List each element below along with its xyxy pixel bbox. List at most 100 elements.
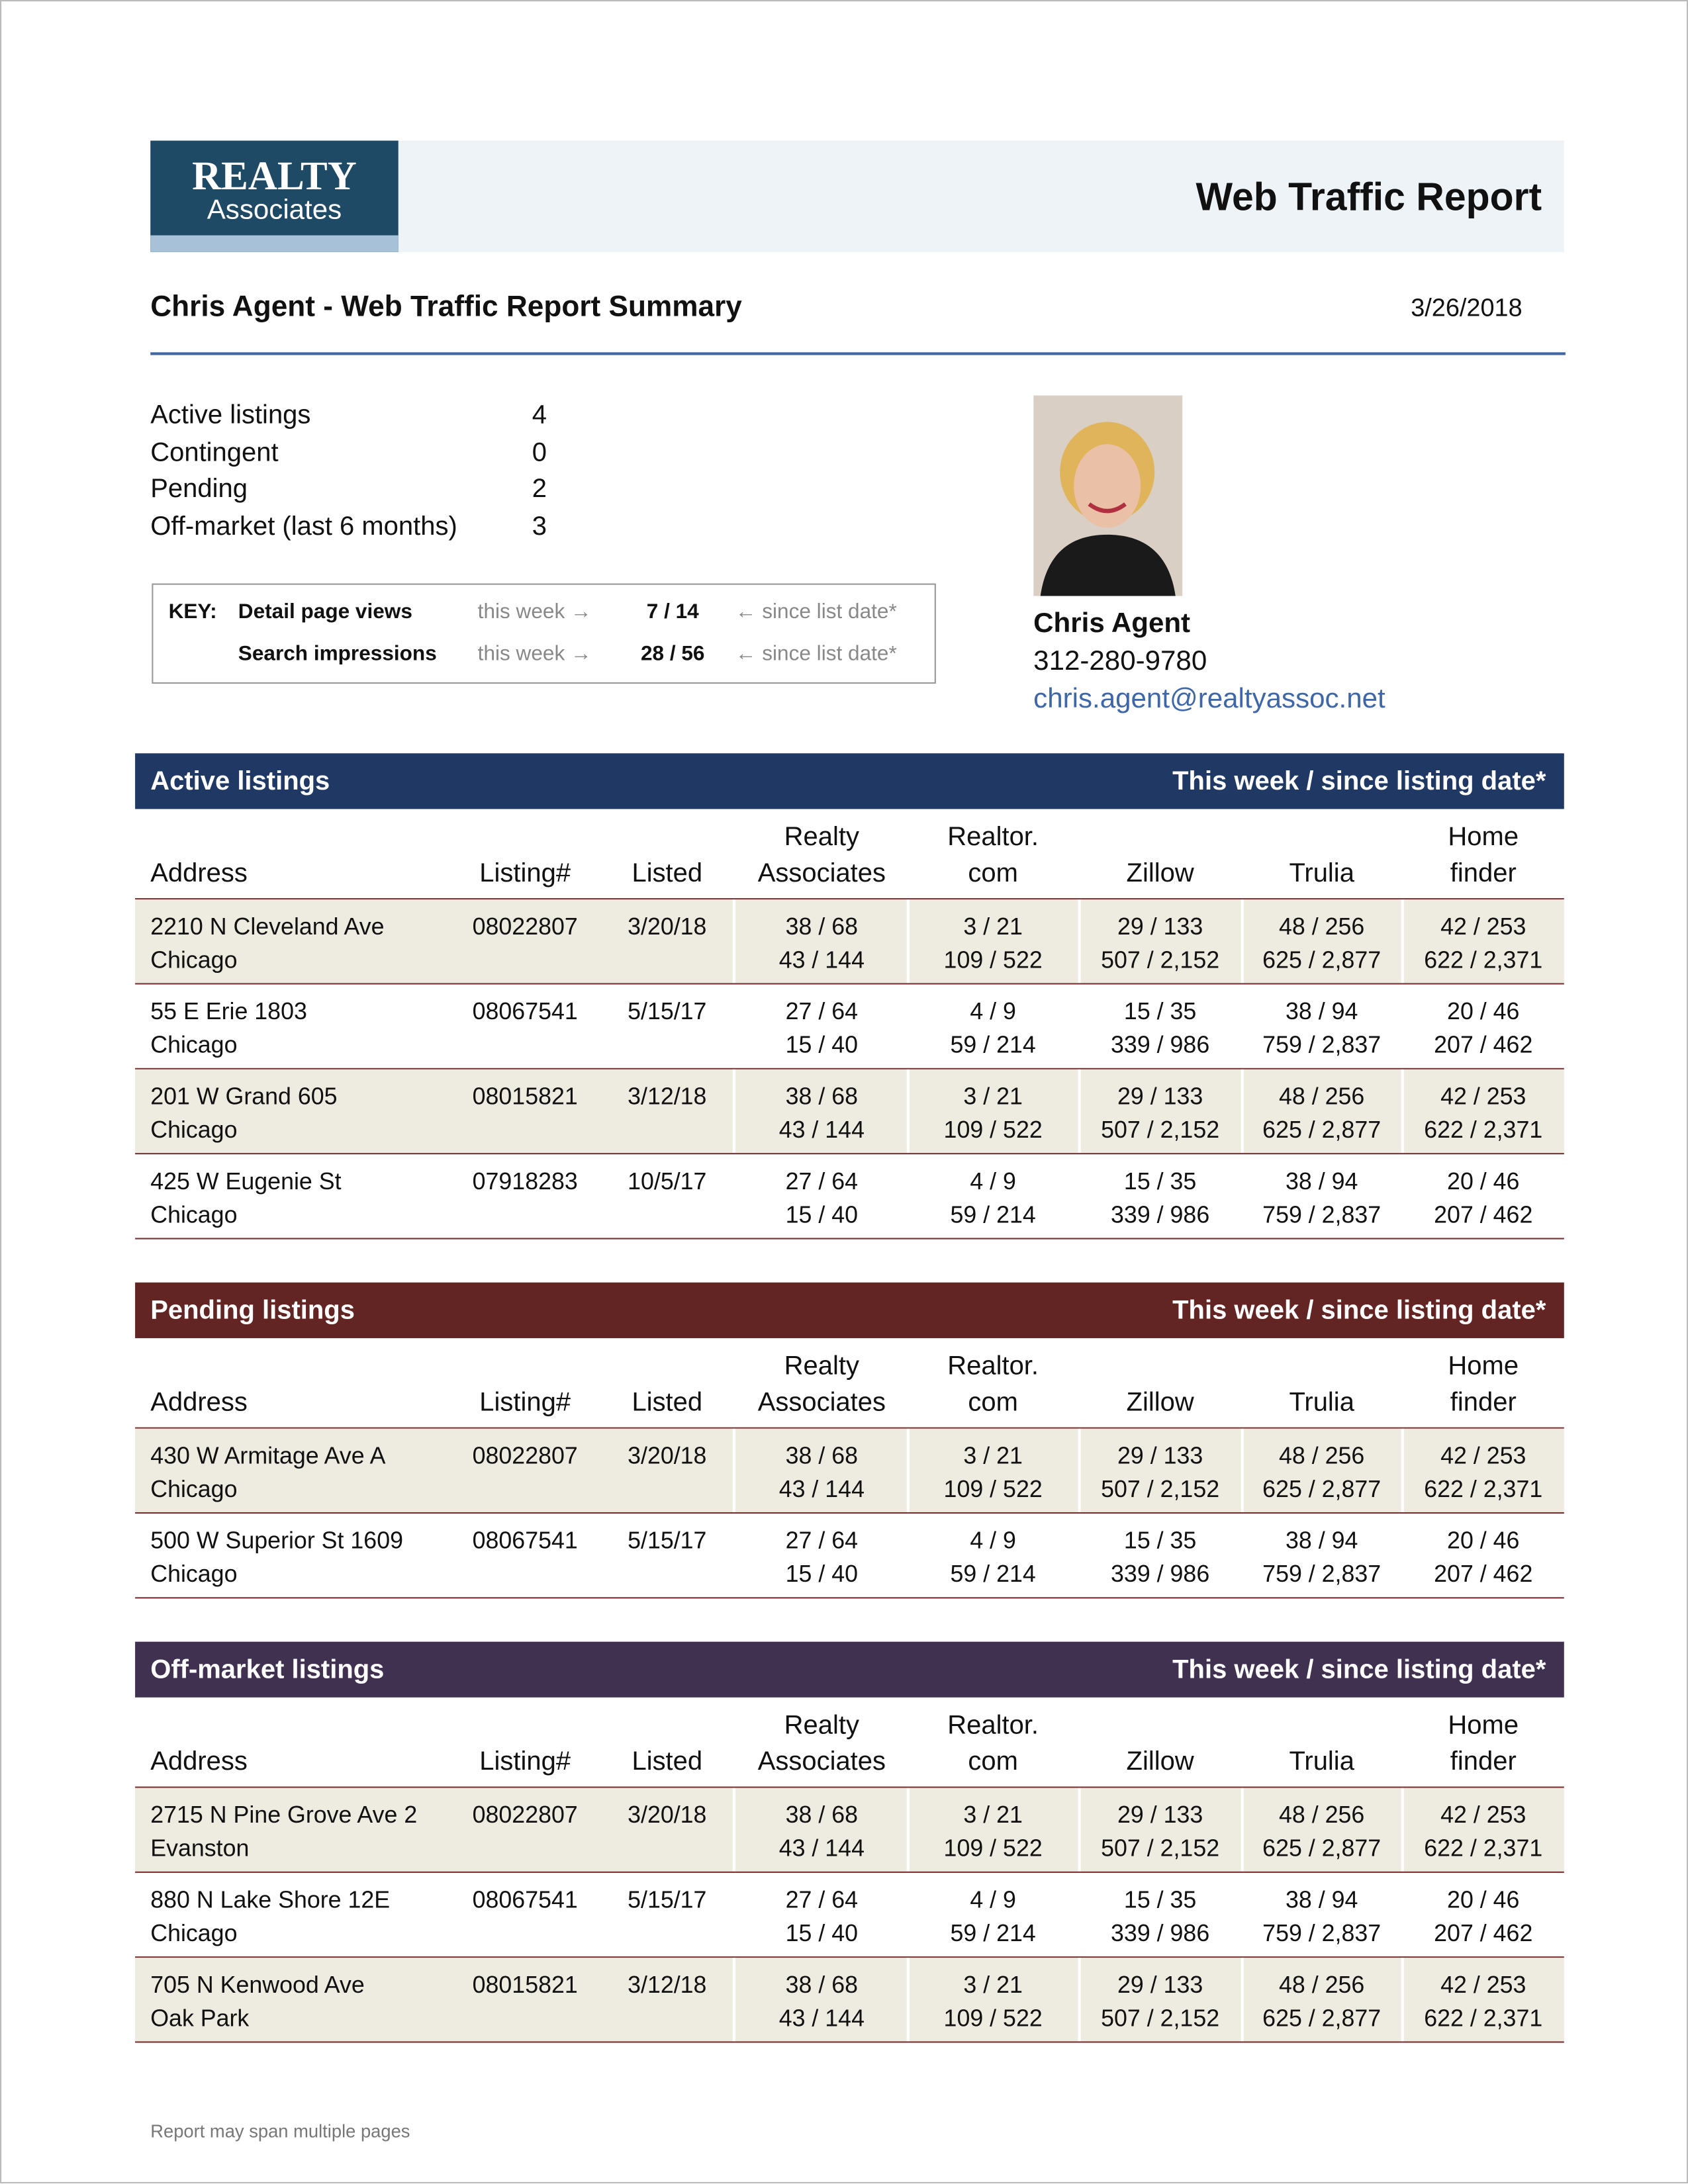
traffic-value: 625 / 2,877 [1262, 1835, 1382, 1862]
listing-number: 08067541 [472, 998, 578, 1025]
traffic-value: 15 / 35 [1123, 998, 1197, 1025]
listed-date: 3/20/18 [628, 913, 707, 940]
cell-separator [906, 899, 910, 983]
column-header: Trulia [1289, 1388, 1354, 1418]
traffic-value: 29 / 133 [1117, 1083, 1203, 1110]
logo-line2: Associates [207, 195, 342, 226]
traffic-value: 43 / 144 [778, 1116, 865, 1144]
traffic-value: 38 / 68 [785, 1972, 859, 1999]
traffic-value: 207 / 462 [1434, 1201, 1533, 1228]
traffic-value: 27 / 64 [785, 1168, 859, 1195]
row-rule [135, 1871, 1564, 1873]
traffic-value: 38 / 94 [1285, 1527, 1358, 1555]
traffic-value: 3 / 21 [963, 1801, 1023, 1829]
cell-separator [1078, 899, 1081, 983]
summary-title: Chris Agent - Web Traffic Report Summary [150, 291, 742, 324]
row-rule [135, 1068, 1564, 1069]
city: Chicago [150, 1032, 238, 1059]
traffic-value: 622 / 2,371 [1424, 2005, 1543, 2032]
row-rule [135, 1512, 1564, 1514]
traffic-value: 4 / 9 [970, 1886, 1016, 1913]
traffic-value: 339 / 986 [1111, 1920, 1210, 1947]
traffic-value: 15 / 35 [1123, 1886, 1197, 1913]
traffic-value: 207 / 462 [1434, 1920, 1533, 1947]
column-header: Associates [757, 1747, 886, 1777]
cell-separator [906, 1428, 910, 1512]
key-since: ← since list date* [735, 600, 897, 624]
traffic-value: 109 / 522 [943, 946, 1043, 974]
row-shade [135, 1428, 1564, 1512]
section-title: Off-market listings [150, 1655, 385, 1685]
traffic-value: 759 / 2,837 [1262, 1032, 1382, 1059]
traffic-value: 507 / 2,152 [1101, 1835, 1220, 1862]
city: Chicago [150, 1116, 238, 1144]
column-header: Listing# [479, 859, 571, 889]
agent-email[interactable]: chris.agent@realtyassoc.net [1033, 684, 1385, 715]
traffic-value: 43 / 144 [778, 1476, 865, 1503]
traffic-value: 20 / 46 [1447, 998, 1520, 1025]
listing-number: 08015821 [472, 1083, 578, 1110]
cell-separator [1401, 1788, 1404, 1872]
count-label: Active listings [150, 400, 311, 431]
city: Chicago [150, 1920, 238, 1947]
count-value: 0 [532, 438, 547, 468]
logo: REALTY Associates [150, 140, 399, 252]
traffic-value: 109 / 522 [943, 1116, 1043, 1144]
cell-separator [1078, 1069, 1081, 1154]
traffic-value: 3 / 21 [963, 1972, 1023, 1999]
traffic-value: 27 / 64 [785, 998, 859, 1025]
column-header: Trulia [1289, 859, 1354, 889]
traffic-value: 4 / 9 [970, 1527, 1016, 1555]
row-rule [135, 1238, 1564, 1240]
address: 500 W Superior St 1609 [150, 1527, 404, 1555]
cell-separator [732, 899, 735, 983]
address: 425 W Eugenie St [150, 1168, 342, 1195]
traffic-value: 622 / 2,371 [1424, 1476, 1543, 1503]
cell-separator [1401, 899, 1404, 983]
logo-strip [150, 235, 399, 252]
address: 880 N Lake Shore 12E [150, 1886, 391, 1913]
traffic-value: 759 / 2,837 [1262, 1561, 1382, 1588]
traffic-value: 207 / 462 [1434, 1561, 1533, 1588]
section-title: Active listings [150, 767, 330, 797]
address: 2210 N Cleveland Ave [150, 913, 385, 940]
traffic-value: 59 / 214 [950, 1561, 1036, 1588]
section-note: This week / since listing date* [1172, 1655, 1546, 1685]
listing-number: 08022807 [472, 913, 578, 940]
cell-separator [1241, 899, 1244, 983]
traffic-value: 15 / 40 [785, 1561, 859, 1588]
traffic-value: 48 / 256 [1279, 1083, 1365, 1110]
column-header: Listing# [479, 1388, 571, 1418]
traffic-value: 507 / 2,152 [1101, 2005, 1220, 2032]
cell-separator [1241, 1069, 1244, 1154]
cell-separator [732, 1428, 735, 1512]
column-header: com [968, 1388, 1018, 1418]
traffic-value: 43 / 144 [778, 1835, 865, 1862]
column-header: Address [150, 859, 248, 889]
traffic-value: 759 / 2,837 [1262, 1201, 1382, 1228]
column-header: Listing# [479, 1747, 571, 1777]
column-header: Realty [784, 823, 860, 852]
column-header: Realtor. [947, 1711, 1039, 1741]
traffic-value: 15 / 40 [785, 1201, 859, 1228]
traffic-value: 20 / 46 [1447, 1527, 1520, 1555]
traffic-value: 48 / 256 [1279, 913, 1365, 940]
column-header: Realty [784, 1351, 860, 1382]
section-title: Pending listings [150, 1296, 355, 1326]
traffic-value: 339 / 986 [1111, 1201, 1210, 1228]
cell-separator [1078, 1788, 1081, 1872]
column-header: Address [150, 1388, 248, 1418]
row-rule [135, 1956, 1564, 1958]
traffic-value: 29 / 133 [1117, 1442, 1203, 1469]
traffic-value: 29 / 133 [1117, 1801, 1203, 1829]
traffic-value: 625 / 2,877 [1262, 2005, 1382, 2032]
traffic-value: 109 / 522 [943, 1835, 1043, 1862]
column-header: Listed [632, 859, 703, 889]
city: Chicago [150, 946, 238, 974]
traffic-value: 4 / 9 [970, 1168, 1016, 1195]
traffic-value: 20 / 46 [1447, 1168, 1520, 1195]
column-header: com [968, 859, 1018, 889]
traffic-value: 48 / 256 [1279, 1801, 1365, 1829]
